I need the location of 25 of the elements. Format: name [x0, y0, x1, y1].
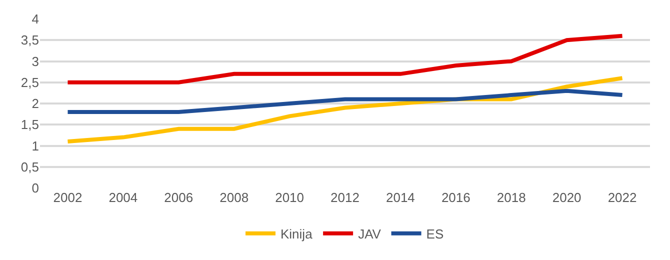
- y-tick-label: 1: [32, 138, 39, 154]
- y-tick-label: 0,5: [20, 159, 39, 174]
- y-tick-label: 4: [32, 12, 39, 27]
- line-series: [66, 34, 624, 84]
- x-tick-label: 2014: [386, 190, 415, 205]
- y-tick-label: 2: [32, 96, 39, 112]
- y-tick-label: 1,5: [20, 117, 39, 132]
- line-series: [66, 88, 624, 114]
- x-tick-label: 2010: [275, 190, 304, 205]
- legend-label: JAV: [358, 226, 382, 242]
- x-tick-label: 2012: [330, 190, 360, 205]
- x-tick-label: 2020: [552, 190, 582, 205]
- y-tick-label: 2,5: [20, 74, 39, 90]
- legend-label: Kinija: [280, 226, 314, 242]
- x-tick-label: 2016: [441, 190, 470, 205]
- x-tick-label: 2004: [108, 190, 138, 205]
- x-tick-label: 2006: [164, 190, 194, 205]
- x-tick-label: 2022: [608, 190, 637, 205]
- x-tick-label: 2018: [496, 190, 526, 205]
- x-tick-label: 2002: [53, 190, 82, 205]
- y-tick-label: 3: [32, 54, 39, 69]
- y-tick-label: 0: [32, 180, 39, 196]
- legend-label: ES: [426, 226, 444, 242]
- y-tick-label: 3,5: [20, 32, 39, 48]
- x-tick-label: 2008: [220, 190, 249, 205]
